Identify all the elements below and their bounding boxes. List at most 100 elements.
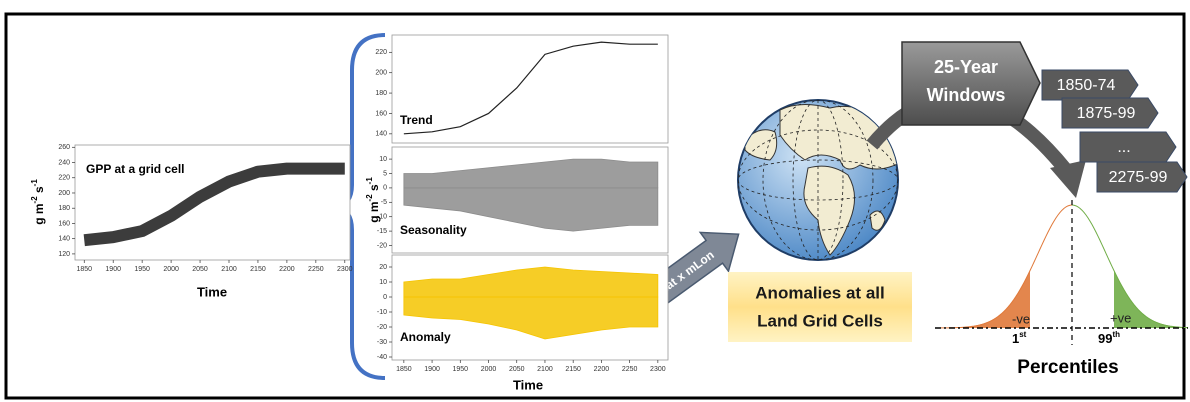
y-axis-label: g m-2 s-1	[365, 177, 381, 223]
label-part: s	[367, 184, 381, 194]
suffix: st	[1019, 330, 1026, 339]
y-tick-label: -15	[377, 228, 387, 235]
x-tick-label: 2300	[650, 366, 666, 373]
suffix: th	[1112, 330, 1120, 339]
graticule	[762, 100, 874, 260]
x-tick-label: 2100	[221, 266, 237, 273]
window-tag	[1061, 97, 1159, 129]
y-tick-label: 240	[58, 159, 70, 166]
panel-title: GPP at a grid cell	[86, 162, 184, 176]
window-label: ...	[1117, 139, 1130, 156]
x-tick-label: 2150	[565, 366, 581, 373]
low-tail-label: -ve	[1012, 311, 1030, 326]
y-tick-label: 5	[383, 170, 387, 177]
label-part: g m	[367, 201, 381, 222]
y-tick-label: 140	[58, 236, 70, 243]
y-tick-label: -20	[377, 242, 387, 249]
anomalies-line: Anomalies at all	[755, 283, 884, 302]
y-tick-label: 140	[375, 131, 387, 138]
window-label: 1850-74	[1057, 77, 1116, 94]
label-part: -1	[365, 177, 374, 185]
x-tick-label: 2200	[279, 266, 295, 273]
y-tick-label: 160	[58, 220, 70, 227]
y-tick-label: 260	[58, 144, 70, 151]
percentiles-title: Percentiles	[1017, 357, 1118, 378]
x-tick-label: 2050	[192, 266, 208, 273]
y-tick-label: 200	[58, 190, 70, 197]
x-tick-label: 2300	[337, 266, 353, 273]
y-tick-label: 0	[383, 294, 387, 301]
y-tick-label: 120	[58, 251, 70, 258]
bell-left	[939, 204, 1073, 329]
graticule	[792, 100, 844, 260]
plot-frame	[391, 34, 669, 144]
y-tick-label: 180	[375, 90, 387, 97]
panel-title: Seasonality	[400, 223, 467, 237]
x-tick-label: 1850	[396, 366, 412, 373]
bell-right	[1071, 204, 1189, 329]
land	[744, 129, 778, 161]
anomalies-box	[728, 272, 912, 342]
trend-line	[403, 41, 658, 135]
window-tag	[1041, 69, 1139, 101]
arrow-head	[1050, 160, 1086, 198]
panel-title: Trend	[400, 113, 433, 127]
x-tick-label: 1900	[424, 366, 440, 373]
label-part: s	[32, 186, 46, 196]
band	[403, 158, 659, 189]
y-tick-label: -20	[377, 324, 387, 331]
y-tick-label: 10	[379, 279, 387, 286]
x-tick-label: 2000	[163, 266, 179, 273]
y-tick-label: 180	[58, 205, 70, 212]
x-tick-label: 2000	[481, 366, 497, 373]
anomalies-line: Land Grid Cells	[757, 311, 883, 330]
windows-box	[901, 41, 1041, 126]
label-part: -1	[30, 179, 39, 187]
x-tick-label: 2250	[308, 266, 324, 273]
y-tick-label: -40	[377, 354, 387, 361]
number: 99	[1098, 331, 1112, 346]
y-tick-label: 10	[379, 156, 387, 163]
window-tag	[1096, 161, 1188, 193]
x-axis-label: Time	[513, 377, 543, 392]
x-tick-label: 1850	[76, 266, 92, 273]
frame	[4, 12, 1186, 400]
label-part: g m	[32, 203, 46, 224]
x-tick-label: 1900	[105, 266, 121, 273]
label-part: -2	[30, 196, 39, 204]
x-tick-label: 2250	[622, 366, 638, 373]
low-percentile: 1st	[1012, 330, 1027, 346]
y-tick-label: -10	[377, 214, 387, 221]
y-tick-label: -30	[377, 339, 387, 346]
y-tick-label: 220	[375, 49, 387, 56]
globe	[737, 99, 899, 261]
label-part: -2	[365, 194, 374, 202]
x-tick-label: 2100	[537, 366, 553, 373]
graticule	[738, 129, 898, 231]
x-tick-label: 1950	[453, 366, 469, 373]
window-tags: 1850-74 1875-99... 2275-99	[1041, 69, 1188, 193]
panel-title: Anomaly	[400, 330, 451, 344]
high-tail	[1114, 270, 1188, 328]
land	[803, 165, 855, 256]
number: 1	[1012, 331, 1019, 346]
y-axis-label: g m-2 s-1	[30, 179, 46, 225]
low-tail	[940, 270, 1030, 328]
y-tick-label: -5	[381, 199, 387, 206]
windows-title: Windows	[927, 85, 1006, 105]
band	[403, 296, 659, 340]
y-tick-label: 220	[58, 175, 70, 182]
windows-title: 25-Year	[934, 57, 998, 77]
y-tick-label: 0	[383, 185, 387, 192]
y-tick-label: 200	[375, 70, 387, 77]
gpp-line	[83, 162, 345, 247]
y-tick-label: 20	[379, 264, 387, 271]
window-label: 1875-99	[1077, 105, 1136, 122]
x-tick-label: 2050	[509, 366, 525, 373]
y-tick-label: -10	[377, 309, 387, 316]
band	[403, 187, 659, 232]
graticule	[738, 159, 898, 201]
high-percentile: 99th	[1098, 330, 1120, 346]
